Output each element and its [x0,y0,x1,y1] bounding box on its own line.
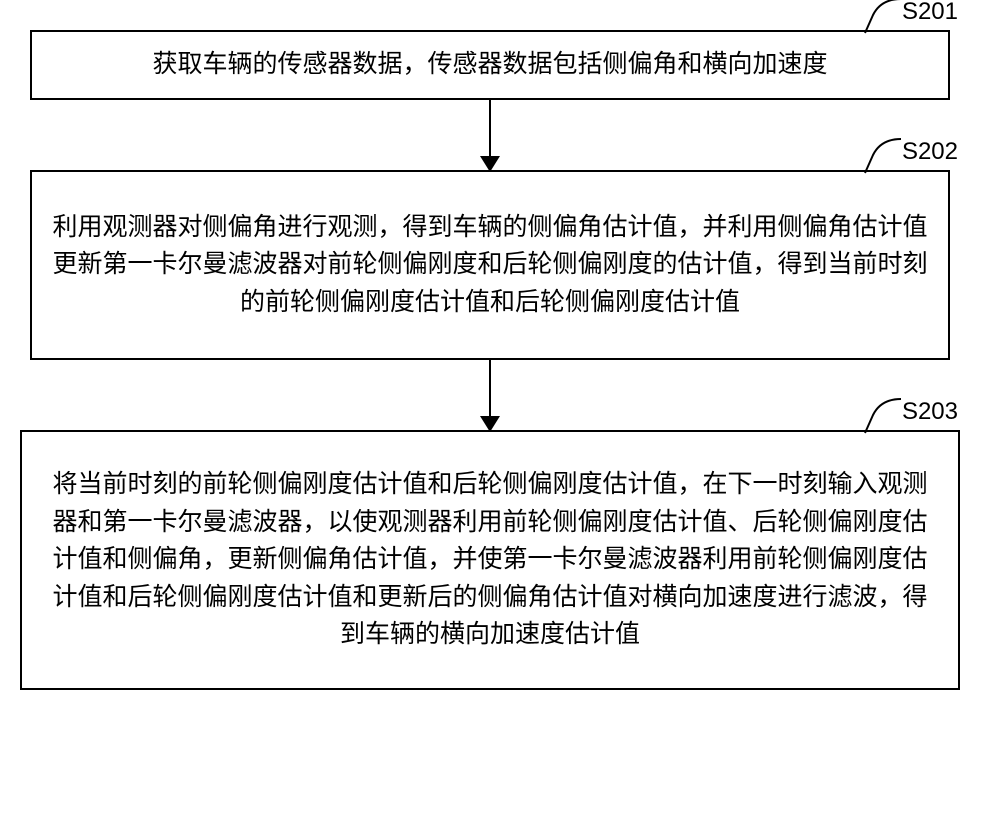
flow-step-2: S202 利用观测器对侧偏角进行观测，得到车辆的侧偏角估计值，并利用侧偏角估计值… [30,170,950,360]
arrow-container-1 [30,100,950,170]
step-label-2: S202 [902,134,958,170]
connector-curve-2 [863,137,903,177]
flow-step-1: S201 获取车辆的传感器数据，传感器数据包括侧偏角和横向加速度 [30,30,950,100]
flow-step-3: S203 将当前时刻的前轮侧偏刚度估计值和后轮侧偏刚度估计值，在下一时刻输入观测… [20,430,960,690]
arrow-1 [489,100,491,170]
connector-curve-1 [863,0,903,37]
flowchart-container: S201 获取车辆的传感器数据，传感器数据包括侧偏角和横向加速度 S202 利用… [30,30,970,690]
step-text-3: 将当前时刻的前轮侧偏刚度估计值和后轮侧偏刚度估计值，在下一时刻输入观测器和第一卡… [42,466,938,654]
step-text-1: 获取车辆的传感器数据，传感器数据包括侧偏角和横向加速度 [152,46,827,84]
connector-curve-3 [863,397,903,437]
step-label-1: S201 [902,0,958,30]
step-label-3: S203 [902,394,958,430]
arrow-container-2 [30,360,950,430]
step-text-2: 利用观测器对侧偏角进行观测，得到车辆的侧偏角估计值，并利用侧偏角估计值更新第一卡… [52,209,928,322]
arrow-2 [489,360,491,430]
